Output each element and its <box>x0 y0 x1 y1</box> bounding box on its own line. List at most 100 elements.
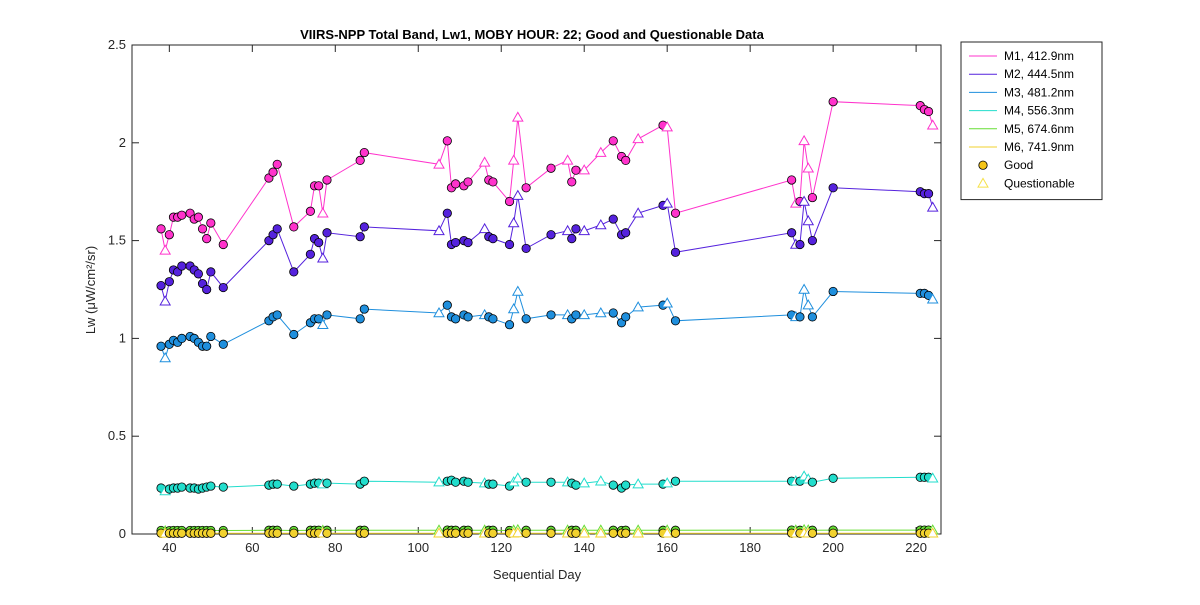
legend-label: M4, 556.3nm <box>1004 104 1074 118</box>
y-tick-label: 1.5 <box>108 233 126 248</box>
data-point-good <box>157 225 165 233</box>
y-tick-label: 0 <box>119 526 126 541</box>
data-point-good <box>572 166 580 174</box>
data-point-good <box>572 529 580 537</box>
data-point-good <box>178 262 186 270</box>
data-point-good <box>451 315 459 323</box>
x-tick-label: 120 <box>490 540 512 555</box>
legend-label: Good <box>1004 158 1033 172</box>
data-point-good <box>547 529 555 537</box>
data-point-good <box>323 479 331 487</box>
x-tick-label: 200 <box>822 540 844 555</box>
data-point-good <box>671 248 679 256</box>
data-point-good <box>489 178 497 186</box>
data-point-good <box>829 98 837 106</box>
x-tick-label: 220 <box>905 540 927 555</box>
x-tick-label: 60 <box>245 540 259 555</box>
data-point-good <box>572 225 580 233</box>
data-point-good <box>207 529 215 537</box>
data-point-good <box>219 340 227 348</box>
data-point-good <box>522 529 530 537</box>
data-point-good <box>505 240 513 248</box>
data-point-good <box>194 270 202 278</box>
data-point-good <box>451 478 459 486</box>
data-point-good <box>522 184 530 192</box>
data-point-good <box>178 334 186 342</box>
data-point-good <box>219 240 227 248</box>
data-point-good <box>178 529 186 537</box>
data-point-good <box>568 178 576 186</box>
data-point-good <box>202 234 210 242</box>
data-point-good <box>671 317 679 325</box>
data-point-good <box>207 332 215 340</box>
data-point-good <box>522 315 530 323</box>
data-point-good <box>464 178 472 186</box>
data-point-good <box>671 209 679 217</box>
data-point-good <box>787 176 795 184</box>
data-point-good <box>796 313 804 321</box>
data-point-good <box>202 285 210 293</box>
x-tick-label: 80 <box>328 540 342 555</box>
data-point-good <box>621 481 629 489</box>
data-point-good <box>202 342 210 350</box>
legend-label: M6, 741.9nm <box>1004 140 1074 154</box>
data-point-good <box>808 193 816 201</box>
y-tick-label: 2 <box>119 135 126 150</box>
data-point-good <box>547 164 555 172</box>
data-point-good <box>609 137 617 145</box>
data-point-good <box>178 211 186 219</box>
data-point-good <box>314 182 322 190</box>
data-point-good <box>360 148 368 156</box>
y-tick-label: 1 <box>119 330 126 345</box>
data-point-good <box>323 229 331 237</box>
data-point-good <box>290 529 298 537</box>
data-point-good <box>219 283 227 291</box>
data-point-good <box>621 229 629 237</box>
data-point-good <box>547 231 555 239</box>
data-point-good <box>273 480 281 488</box>
data-point-good <box>829 474 837 482</box>
data-point-good <box>178 483 186 491</box>
axes-box <box>132 45 941 534</box>
data-point-good <box>360 529 368 537</box>
data-point-good <box>505 197 513 205</box>
data-point-good <box>451 238 459 246</box>
data-point-good <box>924 189 932 197</box>
data-point-good <box>443 209 451 217</box>
data-point-good <box>572 481 580 489</box>
x-tick-label: 140 <box>573 540 595 555</box>
data-point-good <box>568 234 576 242</box>
y-tick-label: 2.5 <box>108 37 126 52</box>
data-point-good <box>273 225 281 233</box>
data-point-good <box>219 483 227 491</box>
data-point-good <box>671 477 679 485</box>
data-point-good <box>165 277 173 285</box>
data-point-good <box>290 482 298 490</box>
data-point-good <box>269 168 277 176</box>
data-point-good <box>621 156 629 164</box>
data-point-good <box>547 311 555 319</box>
x-axis-label: Sequential Day <box>493 567 582 582</box>
data-point-good <box>198 225 206 233</box>
y-tick-label: 0.5 <box>108 428 126 443</box>
data-point-good <box>207 219 215 227</box>
data-point-good <box>194 213 202 221</box>
data-point-good <box>451 529 459 537</box>
data-point-good <box>829 287 837 295</box>
data-point-good <box>609 215 617 223</box>
data-point-good <box>360 477 368 485</box>
data-point-good <box>290 330 298 338</box>
data-point-good <box>464 238 472 246</box>
legend-label: M3, 481.2nm <box>1004 85 1074 99</box>
data-point-good <box>787 229 795 237</box>
data-point-good <box>796 240 804 248</box>
legend-label: M5, 674.6nm <box>1004 122 1074 136</box>
data-point-good <box>808 529 816 537</box>
data-point-good <box>572 311 580 319</box>
data-point-good <box>273 529 281 537</box>
data-point-good <box>808 313 816 321</box>
data-point-good <box>273 311 281 319</box>
